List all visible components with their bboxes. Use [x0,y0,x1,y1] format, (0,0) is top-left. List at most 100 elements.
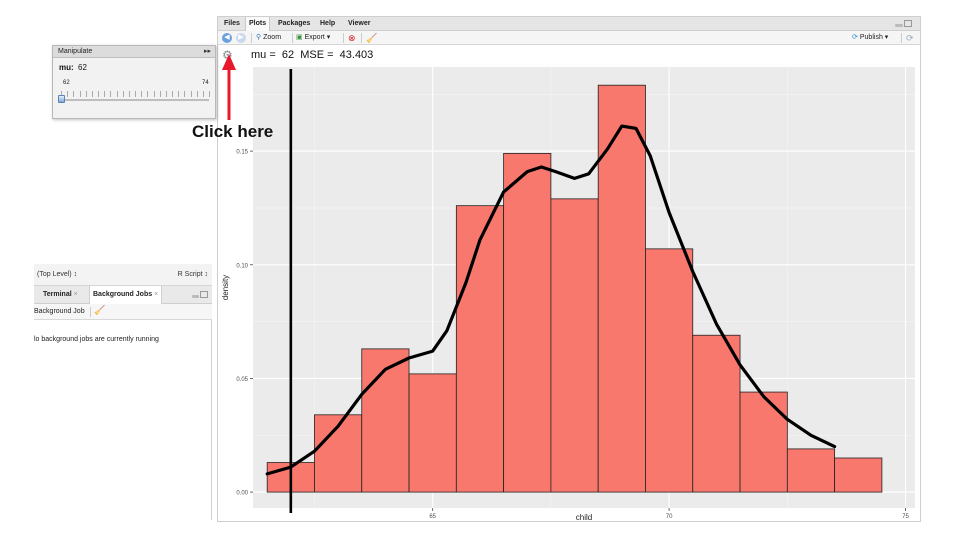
x-tick-label: 65 [429,514,436,520]
console-pane: (Top Level) ↕ R Script ↕ Terminal × Backg… [34,264,212,520]
zoom-button[interactable]: ⚲ Zoom [256,31,281,45]
x-axis-title: child [576,513,592,521]
slider-tick [128,91,130,97]
mu-slider-thumb[interactable] [58,95,65,103]
refresh-icon[interactable]: ⟳ [906,33,914,43]
slider-tick [110,91,112,97]
mu-mse-readout: mu = 62 MSE = 43.403 [251,49,374,61]
broom-icon[interactable]: 🧹 [366,33,378,43]
plot-canvas: 0.00 0.05 0.10 0.15 65 70 75 child density ⚙ mu … [218,45,920,521]
collapse-icon[interactable]: ▸▸ [203,48,211,55]
slider-tick [73,91,75,97]
plots-toolbar: ◀ ▶ ⚲ Zoom ▣ Export ▾ ⊗ 🧹 ⟳ Publish ▾ ⟳ [218,31,920,45]
slider-tick [202,91,204,97]
export-label: Export ▾ [304,34,331,41]
console-tabs: Terminal × Background Jobs × [34,286,212,304]
jobs-toolbar: Background Job 🧹 [34,304,212,320]
maximize-icon[interactable] [904,20,912,27]
y-tick-label: 0.05 [236,377,248,383]
slider-tick [172,91,173,97]
slider-tick [209,91,210,97]
slider-tick [61,91,62,97]
close-icon[interactable]: × [73,291,78,298]
minimize-icon[interactable] [895,24,903,27]
histogram-bar [597,84,646,493]
magnifier-icon: ⚲ [256,34,262,41]
histogram-bar [739,391,788,493]
manipulate-title: Manipulate [58,48,93,55]
tab-terminal[interactable]: Terminal × [40,286,81,304]
gear-icon[interactable]: ⚙ [222,48,233,62]
toolbar-divider [343,33,344,43]
broom-icon[interactable]: 🧹 [94,305,106,315]
slider-tick [147,91,149,97]
tab-background-jobs-label: Background Jobs [93,291,153,298]
back-arrow-icon[interactable]: ◀ [222,33,232,43]
slider-min-label: 62 [63,80,70,86]
slider-tick [79,91,81,97]
scope-bar: (Top Level) ↕ R Script ↕ [34,264,212,286]
publish-button[interactable]: ⟳ Publish ▾ [852,31,888,45]
tab-packages[interactable]: Packages [278,20,311,27]
forward-arrow-icon[interactable]: ▶ [236,33,246,43]
slider-tick [165,91,167,97]
remove-plot-icon[interactable]: ⊗ [348,33,356,43]
export-image-icon: ▣ [296,34,303,41]
slider-tick [190,91,192,97]
publish-label: Publish ▾ [859,34,889,41]
no-jobs-message: lo background jobs are currently running [34,336,159,343]
histogram-chart: 0.00 0.05 0.10 0.15 65 70 75 child density [221,67,915,521]
mu-label: mu: [59,63,74,72]
histogram-bar [503,152,552,493]
manipulate-header: Manipulate ▸▸ [53,46,215,58]
histogram-bar [834,457,883,493]
slider-tick [159,91,161,97]
maximize-icon[interactable] [200,291,208,298]
mu-slider-track[interactable] [61,99,209,101]
toolbar-divider [251,33,252,43]
histogram-bar [408,373,457,493]
histogram-bar [786,448,836,493]
toolbar-divider [292,33,293,43]
slider-tick [98,91,99,97]
slider-tick [178,91,180,97]
zoom-label: Zoom [263,34,282,41]
slider-tick [116,91,118,97]
histogram-bar [692,334,741,493]
tab-background-jobs[interactable]: Background Jobs × [89,286,163,304]
close-icon[interactable]: × [154,291,159,298]
plots-pane: Files Plots Packages Help Viewer ◀ ▶ ⚲ Zo… [217,16,921,522]
toolbar-divider [90,307,91,317]
slider-tick [67,91,69,97]
minimize-icon[interactable] [192,295,199,298]
manipulate-panel: Manipulate ▸▸ mu: 62 62 74 [52,45,216,119]
slider-tick [122,91,124,97]
slider-tick [85,91,87,97]
pane-window-controls [192,291,208,299]
mu-value: 62 [78,63,87,72]
slider-tick [184,91,186,97]
start-background-job-button[interactable]: Background Job [34,308,85,315]
toolbar-divider [901,33,902,43]
export-menu-button[interactable]: ▣ Export ▾ [296,31,330,45]
y-tick-label: 0.00 [236,491,248,497]
slider-tick [104,91,106,97]
publish-icon: ⟳ [852,34,858,41]
histogram-bar [645,248,694,493]
scope-selector[interactable]: (Top Level) ↕ [37,271,78,278]
tab-help[interactable]: Help [320,20,336,27]
y-axis-title: density [221,275,230,300]
manipulate-body: mu: 62 62 74 [53,58,215,118]
tab-files[interactable]: Files [224,20,240,27]
tab-terminal-label: Terminal [43,291,72,298]
slider-tick [196,91,198,97]
pane-window-controls [895,20,913,28]
x-tick-label: 70 [666,514,673,520]
y-tick-label: 0.15 [236,150,248,156]
tab-plots[interactable]: Plots [245,17,271,31]
tab-viewer[interactable]: Viewer [348,20,371,27]
click-here-callout: Click here [192,122,274,141]
slider-max-label: 74 [202,80,209,86]
density-curve [265,124,837,476]
file-type-selector[interactable]: R Script ↕ [177,271,208,278]
